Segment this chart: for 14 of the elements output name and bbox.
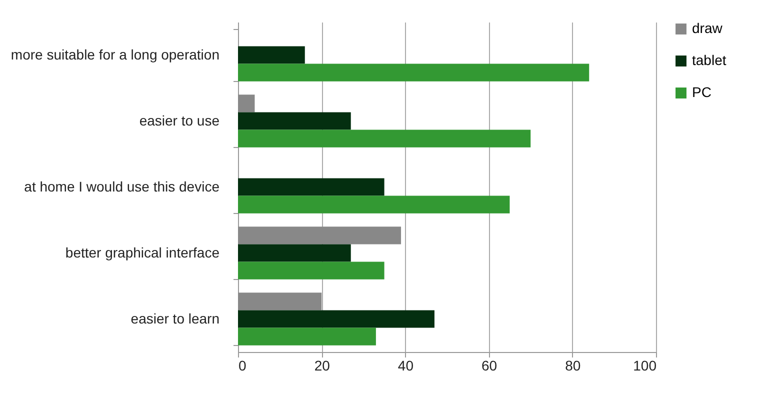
legend-label: tablet xyxy=(692,52,726,68)
x-tick-label: 20 xyxy=(314,358,330,374)
x-tick-label: 100 xyxy=(633,358,657,374)
legend-label: draw xyxy=(692,20,724,36)
x-tick-label: 40 xyxy=(398,358,414,374)
x-tick-label: 60 xyxy=(482,358,498,374)
legend-label: PC xyxy=(692,84,712,100)
x-tick-label: 0 xyxy=(238,358,246,374)
x-tick-label: 80 xyxy=(565,358,581,374)
y-tick-label: easier to use xyxy=(139,112,220,128)
y-tick-label: easier to learn xyxy=(130,310,220,326)
y-tick-label: better graphical interface xyxy=(65,244,220,260)
y-tick-label: more suitable for a long operation xyxy=(10,46,220,62)
y-tick-label: at home I would use this device xyxy=(24,178,220,194)
